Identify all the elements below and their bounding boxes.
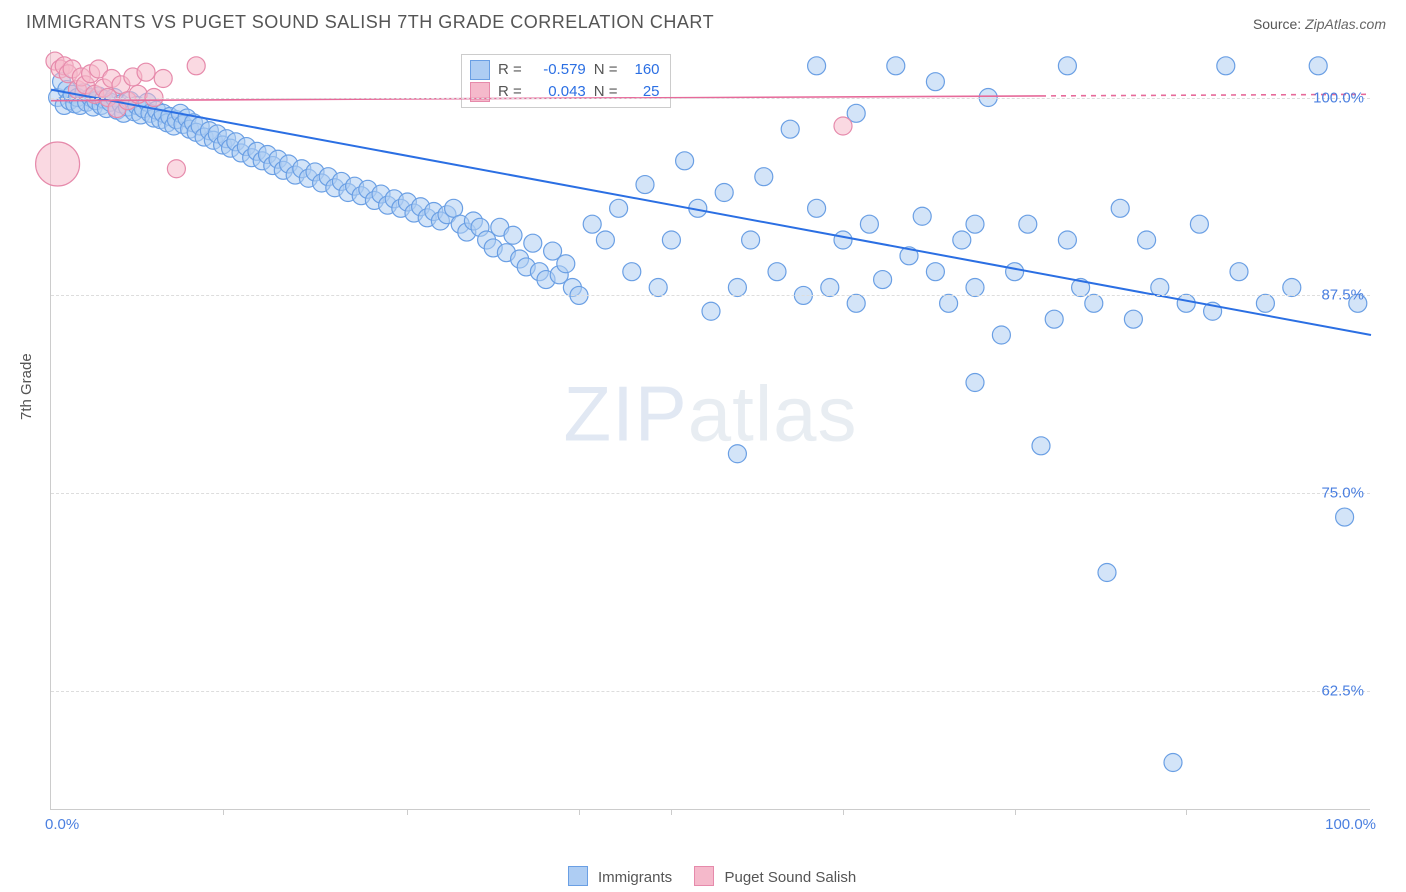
legend-swatch-salish — [694, 866, 714, 886]
gridline — [51, 98, 1370, 99]
x-tick-min: 0.0% — [45, 816, 79, 833]
x-minor-tick — [1015, 809, 1016, 815]
source-attribution: Source: ZipAtlas.com — [1253, 16, 1386, 32]
y-tick-label: 62.5% — [1321, 683, 1364, 700]
source-value: ZipAtlas.com — [1305, 16, 1386, 32]
legend-label-salish: Puget Sound Salish — [724, 869, 856, 886]
y-tick-label: 87.5% — [1321, 287, 1364, 304]
x-minor-tick — [579, 809, 580, 815]
legend-swatch-immigrants — [568, 866, 588, 886]
x-minor-tick — [843, 809, 844, 815]
source-label: Source: — [1253, 16, 1301, 32]
y-tick-label: 75.0% — [1321, 485, 1364, 502]
y-axis-label: 7th Grade — [18, 353, 35, 420]
legend-label-immigrants: Immigrants — [598, 869, 672, 886]
chart-svg — [51, 50, 1370, 809]
series-legend: Immigrants Puget Sound Salish — [0, 866, 1406, 886]
x-minor-tick — [407, 809, 408, 815]
chart-title: IMMIGRANTS VS PUGET SOUND SALISH 7TH GRA… — [26, 12, 714, 33]
plot-area: ZIPatlas R = -0.579 N = 160 R = 0.043 N … — [50, 50, 1370, 810]
gridline — [51, 493, 1370, 494]
x-minor-tick — [223, 809, 224, 815]
gridline — [51, 691, 1370, 692]
x-minor-tick — [671, 809, 672, 815]
gridline — [51, 295, 1370, 296]
x-tick-max: 100.0% — [1325, 816, 1376, 833]
y-tick-label: 100.0% — [1313, 89, 1364, 106]
x-minor-tick — [1186, 809, 1187, 815]
